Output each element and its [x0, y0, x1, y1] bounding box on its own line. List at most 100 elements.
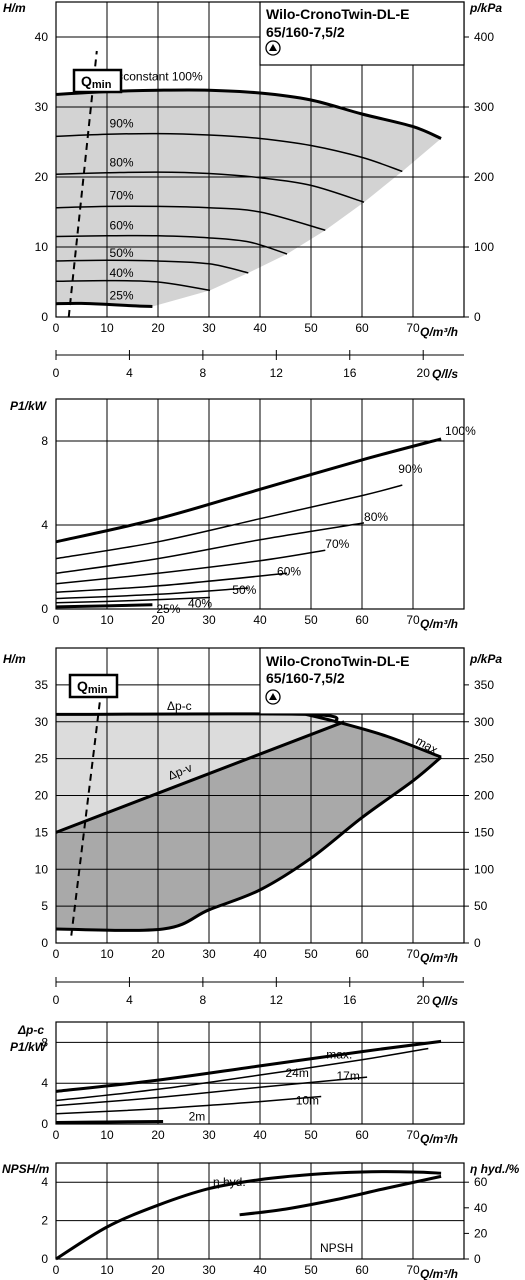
y2-tick-label: 400	[474, 30, 494, 44]
pump-title-line2: 65/160-7,5/2	[266, 670, 345, 686]
y-tick-label: 10	[35, 240, 49, 254]
series-p-v	[55, 720, 345, 834]
y2-tick-label: 40	[474, 1201, 488, 1215]
plot-frame	[55, 1021, 465, 1125]
y2-tick-label: 200	[474, 170, 494, 184]
grid	[56, 1022, 465, 1124]
series-label-10m: 10m	[296, 1094, 319, 1108]
axis-title-eta: η hyd./%	[470, 1162, 520, 1176]
x-tick-label: 40	[253, 613, 267, 627]
x-tick-label: 30	[202, 1263, 216, 1277]
series-label-2m: 2m	[189, 1109, 206, 1123]
plot-frame	[55, 1162, 465, 1260]
y-tick-label: 0	[41, 310, 48, 324]
x-tick-label: 0	[53, 947, 60, 961]
y-tick-label: 8	[41, 1035, 48, 1049]
x-tick-label: 0	[53, 321, 60, 335]
x-tick-label: 40	[253, 947, 267, 961]
pump-title-line1: Wilo-CronoTwin-DL-E	[266, 6, 409, 22]
x-tick-label: 10	[100, 321, 114, 335]
axis-title-H: H/m	[3, 652, 26, 666]
axis-title-P1: P1/kW	[10, 1040, 48, 1054]
y-tick-label: 8	[41, 434, 48, 448]
series-hyd	[55, 1170, 442, 1261]
axis-title-Q: Q/m³/h	[420, 951, 458, 965]
y2-tick-label: 100	[474, 862, 494, 876]
title-box	[259, 647, 465, 715]
dp-c-area	[56, 714, 345, 833]
x-tick-label: 60	[355, 613, 369, 627]
series-label-60: 60%	[110, 219, 134, 233]
axis-title-Q: Q/m³/h	[420, 1132, 458, 1146]
y2-tick-label: 0	[474, 936, 481, 950]
series-80	[55, 522, 365, 575]
axis-title-Q: Q/m³/h	[420, 325, 458, 339]
series-24m	[55, 1047, 429, 1102]
x-tick-label: 60	[355, 1263, 369, 1277]
label-dp-c: Δp-c	[167, 699, 192, 713]
qmin-box	[68, 673, 119, 699]
y-tick-label: 0	[41, 602, 48, 616]
ls-tick-label: 8	[200, 993, 207, 1007]
y-tick-label: 0	[41, 936, 48, 950]
series-label-90: 90%	[398, 462, 422, 476]
x-tick-label: 60	[355, 947, 369, 961]
axis-title-Qls: Q/l/s	[432, 994, 458, 1008]
x-tick-label: 30	[202, 321, 216, 335]
y2-tick-label: 50	[474, 899, 488, 913]
y2-tick-label: 60	[474, 1175, 488, 1189]
series-25	[55, 301, 153, 308]
series-10m	[55, 1095, 322, 1115]
series-npsh	[239, 1174, 442, 1217]
chart-head-variable-speed: n=constant 100% 90% 80% 70% 60% 50% 40% 25% 0 10…	[3, 1, 502, 381]
y2-tick-label: 350	[474, 678, 494, 692]
axis-title-dpc: Δp-c	[17, 1023, 44, 1037]
ls-tick-label: 20	[417, 993, 431, 1007]
series-label-100: 100%	[445, 424, 476, 438]
qmin-line	[67, 50, 98, 318]
x-tick-label: 10	[100, 613, 114, 627]
x-tick-label: 30	[202, 947, 216, 961]
series-label-25: 25%	[110, 289, 134, 303]
y-tick-label: 15	[35, 825, 49, 839]
label-npsh: NPSH	[320, 1241, 353, 1255]
series-group: max. 24m 17m 10m 2m	[55, 1039, 442, 1124]
x-tick-label: 50	[304, 613, 318, 627]
series-label-max: max.	[326, 1048, 352, 1062]
ls-tick-label: 16	[343, 366, 357, 380]
series-label-n-constant-100: n=constant 100%	[110, 69, 203, 83]
y-tick-label: 20	[35, 789, 49, 803]
x-tick-label: 30	[202, 1128, 216, 1142]
dp-v-area	[56, 721, 442, 931]
qmin-box	[72, 68, 123, 94]
ls-tick-label: 12	[270, 993, 284, 1007]
operating-range-area	[56, 89, 442, 307]
series-label-80: 80%	[364, 510, 388, 524]
y-tick-label: 0	[41, 1117, 48, 1131]
axis-title-NPSH: NPSH/m	[2, 1162, 50, 1176]
title-box	[259, 1, 465, 66]
tick-labels: 0 10 20 30 40 50 60 70 0 4 8	[41, 1035, 420, 1142]
ls-tick-label: 0	[53, 366, 60, 380]
axis-title-Q: Q/m³/h	[420, 1267, 458, 1280]
x-tick-label: 20	[151, 321, 165, 335]
y-tick-label: 40	[35, 30, 49, 44]
y2-tick-label: 200	[474, 789, 494, 803]
x-tick-label: 50	[304, 1263, 318, 1277]
series-70	[55, 205, 326, 231]
axis-title-Qls: Q/l/s	[432, 367, 458, 381]
series-group: 100% 90% 80% 70% 60% 50% 40% 25%	[55, 424, 476, 616]
y-tick-label: 4	[41, 518, 48, 532]
x-tick-label: 20	[151, 1263, 165, 1277]
series-90	[55, 132, 403, 173]
y-tick-label: 30	[35, 715, 49, 729]
y-tick-label: 25	[35, 752, 49, 766]
y-tick-label: 30	[35, 100, 49, 114]
series-40	[55, 279, 211, 292]
series-group	[55, 1170, 442, 1261]
